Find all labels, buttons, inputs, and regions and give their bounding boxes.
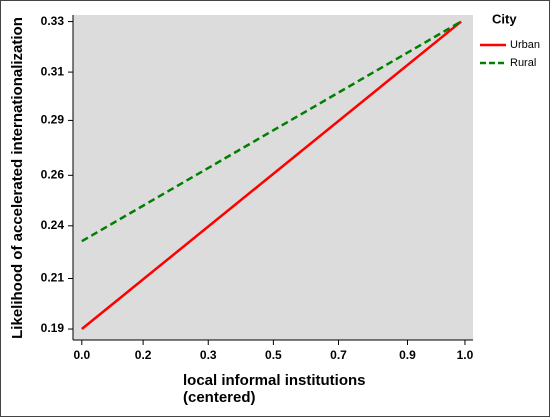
x-tick-label: 1.0 — [457, 348, 474, 362]
x-tick-label: 0.2 — [135, 348, 152, 362]
series-line — [81, 20, 462, 330]
legend-title: City — [492, 11, 517, 26]
y-tick-label: 0.33 — [41, 14, 65, 28]
y-tick-label: 0.24 — [41, 218, 65, 232]
x-tick-label: 0.7 — [330, 348, 347, 362]
x-tick-label: 0.0 — [73, 348, 90, 362]
y-tick-label: 0.19 — [41, 321, 65, 335]
legend-label: Rural — [510, 57, 536, 69]
y-tick-label: 0.21 — [41, 271, 65, 285]
x-axis-title: (centered) — [183, 389, 256, 406]
series-line — [81, 20, 462, 243]
plot-area — [73, 15, 473, 340]
x-tick-label: 0.5 — [265, 348, 282, 362]
x-tick-label: 0.9 — [399, 348, 416, 362]
x-tick-label: 0.3 — [200, 348, 217, 362]
y-tick-label: 0.31 — [41, 64, 65, 78]
legend-label: Urban — [510, 39, 540, 51]
y-tick-label: 0.26 — [41, 167, 65, 181]
x-axis-title: local informal institutions — [183, 372, 366, 389]
y-tick-label: 0.29 — [41, 113, 65, 127]
y-axis-title: Likelihood of accelerated internationali… — [9, 17, 26, 339]
